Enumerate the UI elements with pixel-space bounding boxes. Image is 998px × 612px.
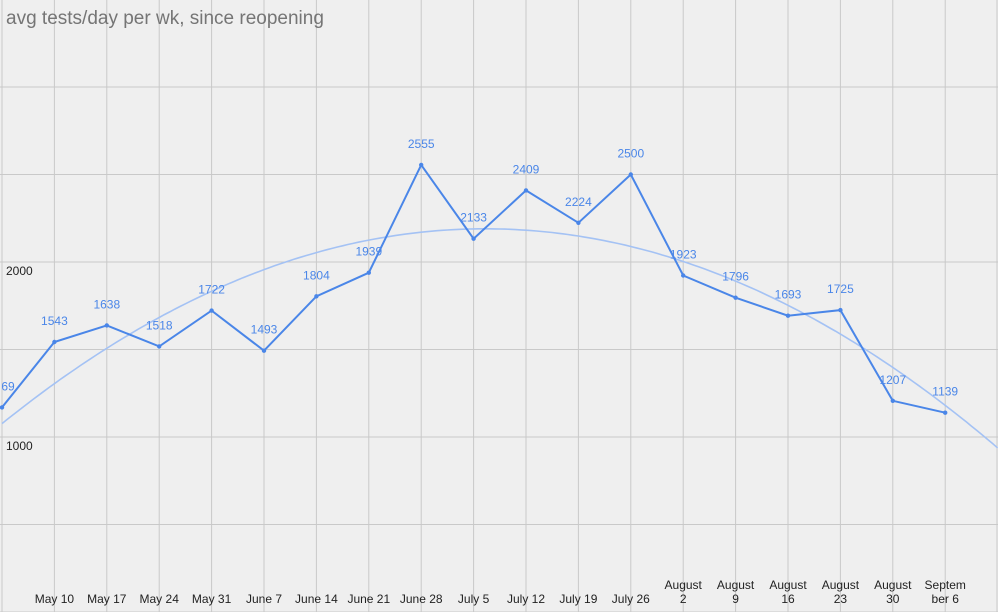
data-point (104, 323, 110, 328)
data-point (890, 398, 895, 403)
trendline-layer (1, 228, 998, 449)
data-label: 1804 (303, 268, 330, 282)
y-tick-label: 1000 (6, 439, 33, 453)
data-label: 1493 (251, 323, 278, 337)
x-tick-label: July 19 (559, 592, 597, 606)
x-tick-label: ber 6 (932, 592, 960, 606)
data-label: 1207 (879, 373, 906, 387)
x-axis: May 10 May 17 May 24 May 31 June 7 June 14 Jun… (35, 578, 966, 606)
trendline (1, 228, 998, 449)
series-layer (0, 162, 948, 415)
data-label: 1725 (827, 282, 854, 296)
x-tick-label: 16 (781, 592, 795, 606)
data-point (261, 348, 267, 353)
x-tick-label: June 21 (347, 592, 390, 606)
data-label: 1923 (670, 248, 697, 262)
data-label: 2409 (513, 162, 540, 176)
data-point (628, 172, 633, 177)
x-tick-label: 30 (886, 592, 900, 606)
data-point (838, 307, 843, 313)
data-label: 1722 (198, 283, 225, 297)
data-point (471, 236, 476, 241)
data-label: 1638 (93, 297, 120, 311)
data-point (209, 308, 214, 313)
x-tick-label: Septem (925, 578, 966, 592)
data-labels: 69 1543 1638 1518 1722 1493 1804 1939 2555 2133 24… (1, 137, 958, 399)
data-point (733, 295, 738, 300)
data-label: 1518 (146, 318, 173, 332)
data-point (681, 273, 686, 278)
data-label: 2133 (460, 211, 487, 225)
x-tick-label: August (665, 578, 703, 592)
x-tick-label: August (822, 578, 860, 592)
data-label: 1693 (775, 288, 802, 302)
x-tick-label: August (717, 578, 755, 592)
data-label: 2500 (617, 147, 644, 161)
data-point (0, 405, 5, 410)
data-point (52, 339, 57, 345)
x-tick-label: May 17 (87, 592, 127, 606)
x-tick-label: June 7 (246, 592, 282, 606)
x-tick-label: May 10 (35, 592, 75, 606)
data-point (157, 344, 162, 349)
data-label: 1139 (932, 385, 958, 399)
data-point (785, 313, 791, 318)
data-point (943, 410, 948, 415)
data-point (523, 188, 529, 193)
data-point (419, 162, 424, 168)
y-axis: 1000 2000 (6, 264, 33, 453)
x-tick-label: August (769, 578, 807, 592)
x-tick-label: May 24 (140, 592, 180, 606)
data-label: 1796 (722, 270, 749, 284)
x-tick-label: 23 (834, 592, 848, 606)
x-tick-label: July 12 (507, 592, 545, 606)
x-tick-label: July 5 (458, 592, 490, 606)
data-label: 1543 (41, 314, 68, 328)
y-tick-label: 2000 (6, 264, 33, 278)
x-tick-label: June 28 (400, 592, 443, 606)
data-point (314, 294, 319, 299)
x-tick-label: June 14 (295, 592, 338, 606)
data-point (576, 220, 581, 225)
chart-title: avg tests/day per wk, since reopening (6, 8, 324, 29)
data-label: 1939 (355, 245, 382, 259)
x-tick-label: 2 (680, 592, 687, 606)
data-point (366, 270, 371, 275)
x-tick-label: July 26 (612, 592, 650, 606)
x-tick-label: May 31 (192, 592, 232, 606)
data-label: 2555 (408, 137, 435, 151)
x-tick-label: 9 (732, 592, 739, 606)
data-label: 69 (1, 379, 15, 393)
data-label: 2224 (565, 195, 592, 209)
x-tick-label: August (874, 578, 912, 592)
